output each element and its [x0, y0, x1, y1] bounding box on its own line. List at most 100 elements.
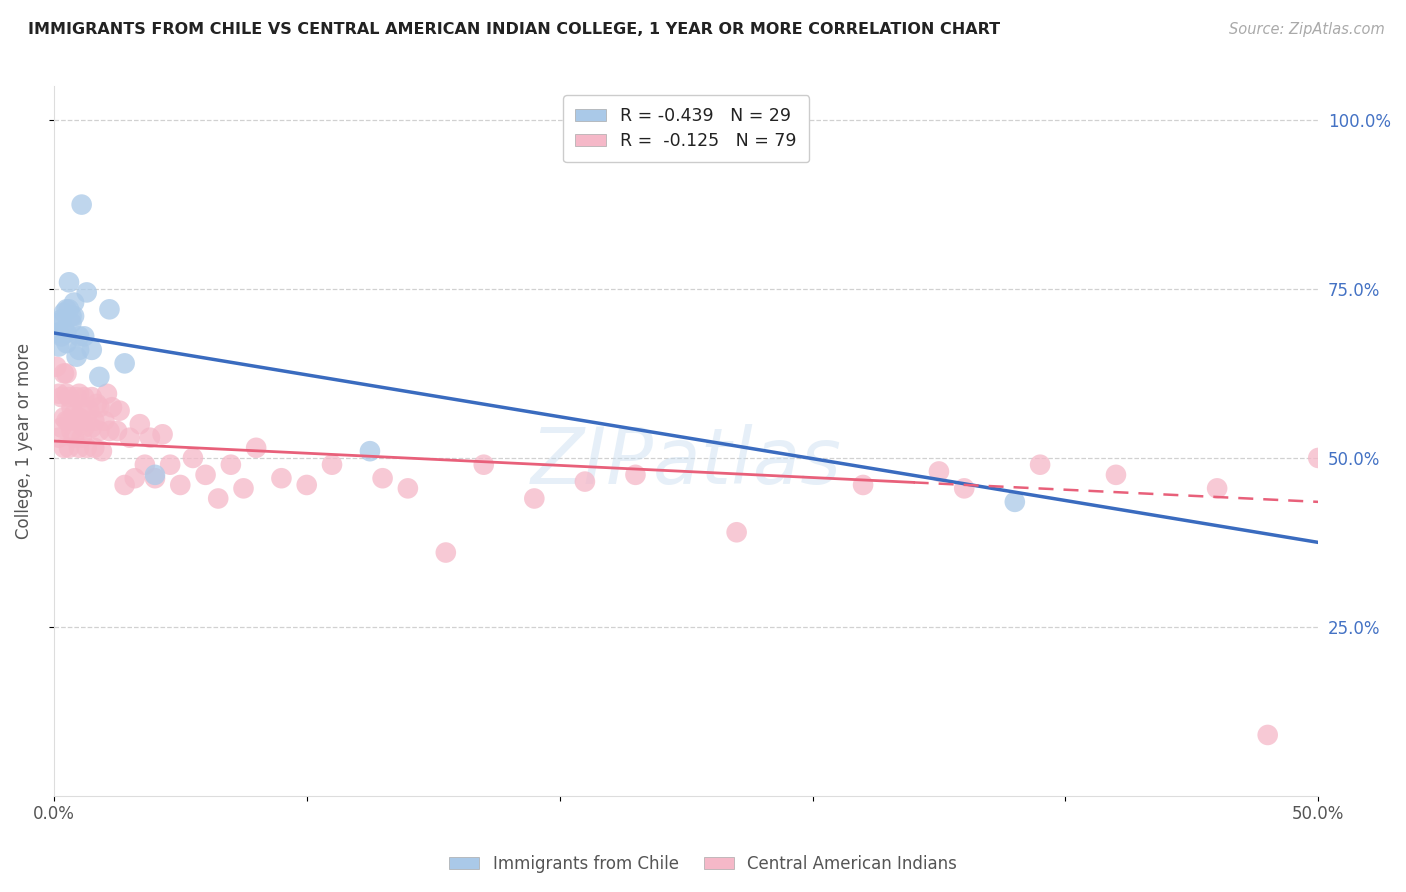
Point	[51, 390, 73, 404]
Point	[108, 403, 131, 417]
Point	[83, 414, 105, 428]
Point	[58, 441, 80, 455]
Point	[219, 458, 242, 472]
Point	[70, 403, 93, 417]
Point	[105, 424, 128, 438]
Point	[80, 420, 103, 434]
Point	[93, 414, 115, 428]
Point	[143, 471, 166, 485]
Point	[232, 481, 254, 495]
Point	[48, 386, 70, 401]
Point	[152, 427, 174, 442]
Point	[852, 478, 875, 492]
Point	[124, 471, 146, 485]
Point	[63, 295, 86, 310]
Point	[76, 285, 98, 300]
Point	[128, 417, 150, 432]
Point	[65, 414, 87, 428]
Point	[63, 407, 86, 421]
Point	[270, 471, 292, 485]
Point	[73, 329, 96, 343]
Point	[52, 367, 75, 381]
Point	[76, 441, 98, 455]
Point	[55, 386, 77, 401]
Point	[48, 339, 70, 353]
Point	[70, 197, 93, 211]
Point	[96, 386, 118, 401]
Point	[65, 350, 87, 364]
Point	[55, 367, 77, 381]
Point	[58, 414, 80, 428]
Point	[67, 329, 90, 343]
Point	[45, 359, 67, 374]
Point	[89, 424, 111, 438]
Point	[51, 312, 73, 326]
Point	[45, 326, 67, 340]
Point	[953, 481, 976, 495]
Point	[359, 444, 381, 458]
Point	[67, 441, 90, 455]
Point	[48, 316, 70, 330]
Point	[1206, 481, 1229, 495]
Point	[60, 401, 83, 415]
Point	[725, 525, 748, 540]
Point	[52, 322, 75, 336]
Point	[52, 410, 75, 425]
Point	[89, 401, 111, 415]
Point	[52, 306, 75, 320]
Point	[55, 336, 77, 351]
Point	[624, 467, 647, 482]
Point	[245, 441, 267, 455]
Point	[295, 478, 318, 492]
Point	[1004, 495, 1026, 509]
Legend: R = -0.439   N = 29, R =  -0.125   N = 79: R = -0.439 N = 29, R = -0.125 N = 79	[562, 95, 808, 162]
Point	[434, 545, 457, 559]
Text: IMMIGRANTS FROM CHILE VS CENTRAL AMERICAN INDIAN COLLEGE, 1 YEAR OR MORE CORRELA: IMMIGRANTS FROM CHILE VS CENTRAL AMERICA…	[28, 22, 1000, 37]
Text: Source: ZipAtlas.com: Source: ZipAtlas.com	[1229, 22, 1385, 37]
Point	[80, 390, 103, 404]
Point	[472, 458, 495, 472]
Point	[63, 431, 86, 445]
Point	[101, 401, 124, 415]
Point	[55, 414, 77, 428]
Point	[90, 444, 112, 458]
Point	[89, 370, 111, 384]
Point	[73, 420, 96, 434]
Point	[321, 458, 343, 472]
Point	[67, 410, 90, 425]
Legend: Immigrants from Chile, Central American Indians: Immigrants from Chile, Central American …	[443, 848, 963, 880]
Point	[523, 491, 546, 506]
Point	[67, 343, 90, 357]
Point	[159, 458, 181, 472]
Point	[134, 458, 156, 472]
Point	[55, 302, 77, 317]
Y-axis label: College, 1 year or more: College, 1 year or more	[15, 343, 32, 539]
Point	[574, 475, 596, 489]
Point	[1257, 728, 1279, 742]
Point	[76, 414, 98, 428]
Point	[60, 424, 83, 438]
Point	[55, 326, 77, 340]
Point	[1029, 458, 1052, 472]
Point	[58, 390, 80, 404]
Point	[63, 309, 86, 323]
Point	[139, 431, 162, 445]
Point	[60, 316, 83, 330]
Point	[371, 471, 394, 485]
Point	[70, 431, 93, 445]
Point	[51, 420, 73, 434]
Point	[928, 465, 950, 479]
Point	[207, 491, 229, 506]
Point	[143, 467, 166, 482]
Point	[98, 302, 121, 317]
Point	[1105, 467, 1128, 482]
Point	[114, 356, 136, 370]
Point	[73, 390, 96, 404]
Point	[118, 431, 141, 445]
Point	[67, 386, 90, 401]
Point	[98, 424, 121, 438]
Point	[52, 441, 75, 455]
Point	[77, 403, 100, 417]
Point	[396, 481, 419, 495]
Text: ZIPatlas: ZIPatlas	[530, 425, 842, 500]
